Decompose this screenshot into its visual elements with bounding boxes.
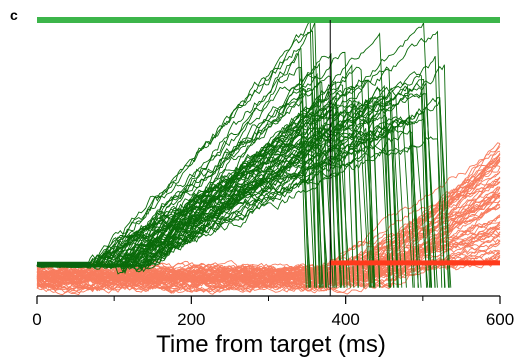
green-trace-series [36, 18, 452, 288]
x-tick-label-200: 200 [177, 310, 205, 329]
green-trace-2 [36, 90, 324, 288]
x-axis-title: Time from target (ms) [156, 331, 386, 358]
green-trace-42 [36, 97, 449, 288]
green-trace-9 [36, 30, 446, 288]
x-axis-ticks: 0 200 400 600 [32, 296, 514, 329]
red-trace-66 [36, 224, 501, 286]
green-trace-27 [36, 53, 307, 288]
x-tick-label-0: 0 [32, 310, 41, 329]
red-trace-62 [36, 239, 501, 296]
x-tick-label-400: 400 [331, 310, 359, 329]
red-trace-67 [36, 194, 501, 282]
x-tick-label-600: 600 [486, 310, 514, 329]
green-trace-53 [36, 18, 317, 288]
green-trace-38 [36, 52, 336, 288]
red-trace-58 [36, 156, 501, 278]
red-trace-59 [36, 206, 501, 285]
green-trace-63 [36, 116, 431, 288]
red-trace-69 [36, 226, 501, 283]
panel-label: c [10, 7, 18, 23]
red-trace-56 [36, 192, 501, 289]
